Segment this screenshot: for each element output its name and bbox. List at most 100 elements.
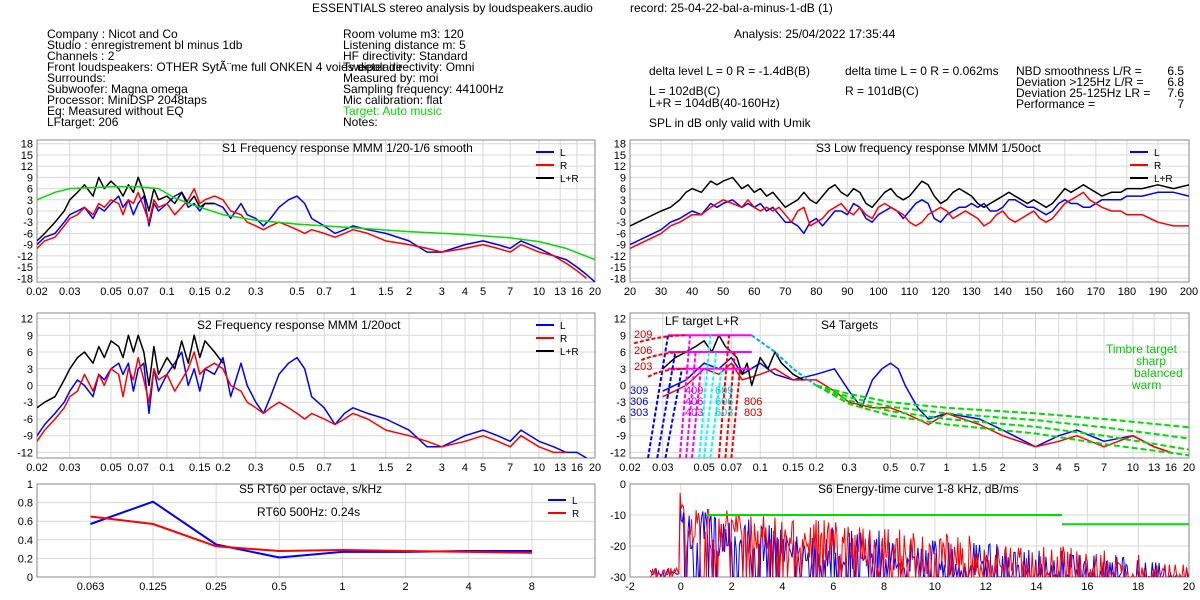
timbre-target-item: balanced [1134, 366, 1183, 380]
x-tick-label: 2 [406, 286, 412, 298]
x-tick-label: 0.07 [721, 462, 742, 474]
dev125-label: Deviation >125Hz L/R = [1016, 75, 1143, 89]
info-left-line: Front loudspeakers: OTHER SytÃ¨me full O… [47, 60, 403, 74]
x-tick-label: 7 [507, 286, 513, 298]
y-tick-label: 0.6 [18, 516, 33, 528]
lf-target-curve [633, 334, 687, 345]
report-title: ESSENTIALS stereo analysis by loudspeake… [312, 1, 593, 15]
x-tick-label: 130 [962, 286, 980, 298]
y-tick-label: -12 [17, 251, 33, 263]
target-label-red: 209 [634, 329, 652, 341]
analysis-date: Analysis: 25/04/2022 17:35:44 [734, 27, 896, 41]
series-r [37, 351, 567, 454]
x-tick-label: 20 [589, 462, 601, 474]
x-tick-label: 0.03 [59, 462, 80, 474]
y-tick-label: 6 [620, 184, 626, 196]
timbre-target-item: sharp [1136, 354, 1166, 368]
x-tick-label: 20 [1183, 462, 1195, 474]
target-label-red: 203 [634, 361, 652, 373]
x-tick-label: 0.5 [883, 462, 898, 474]
x-tick-label: 20 [1183, 581, 1195, 593]
x-tick-label: 14 [1030, 581, 1042, 593]
y-tick-label: -15 [610, 262, 626, 274]
chart-s1: 0.02 0.03 0.05 0.07 0.1 0.15 0.2 0.3 0.5 0.7 1 1.5 2… [17, 139, 601, 298]
series-r [90, 515, 532, 554]
timbre-target-curve [816, 384, 1189, 429]
y-tick-label: -30 [610, 572, 626, 584]
x-tick-label: 5 [480, 286, 486, 298]
timbre-target-title: Timbre target [1106, 342, 1178, 356]
x-tick-label: 0.063 [77, 581, 105, 593]
x-tick-label: 7 [1101, 462, 1107, 474]
x-tick-label: 10 [533, 286, 545, 298]
x-tick-label: 100 [869, 286, 887, 298]
y-tick-label: 18 [614, 139, 626, 151]
spl-note: SPL in dB only valid with Umik [649, 116, 812, 130]
nbd-value: 6.5 [1167, 64, 1184, 78]
target-label-blue: 303 [630, 407, 648, 419]
series-lr [662, 334, 804, 387]
chart-title: S3 Low frequency response MMM 1/50oct [816, 141, 1041, 155]
y-tick-label: 3 [620, 364, 626, 376]
x-tick-label: 5 [1074, 462, 1080, 474]
x-tick-label: 3 [439, 286, 445, 298]
x-tick-label: 150 [1025, 286, 1043, 298]
legend-label: L [560, 321, 566, 332]
y-tick-label: -6 [23, 414, 33, 426]
x-tick-label: 13 [554, 286, 566, 298]
y-tick-label: 3 [27, 364, 33, 376]
x-tick-label: 0.03 [652, 462, 673, 474]
timbre-target-curve [815, 384, 1189, 457]
y-tick-label: 9 [27, 172, 33, 184]
x-tick-label: 13 [554, 462, 566, 474]
x-tick-label: 1.5 [972, 462, 987, 474]
x-tick-label: 20 [624, 286, 636, 298]
x-tick-label: 1 [339, 581, 345, 593]
legend-label: L [560, 148, 566, 159]
plot-area [37, 334, 587, 458]
y-tick-label: 12 [21, 314, 33, 326]
info-mid-line: Listening distance m: 5 [343, 38, 466, 52]
dev125-value: 6.8 [1167, 75, 1184, 89]
x-tick-label: 0.5 [289, 286, 304, 298]
x-tick-label: 200 [1180, 286, 1198, 298]
y-tick-label: 0.4 [18, 535, 33, 547]
chart-title: S2 Frequency response MMM 1/20oct [197, 318, 401, 332]
x-tick-label: 0.2 [215, 286, 230, 298]
y-tick-label: 0 [27, 572, 33, 584]
legend-label: R [560, 161, 567, 172]
plot-frame [629, 312, 1190, 459]
series-lr [630, 176, 1189, 227]
target-label-magenta: 409 [685, 385, 703, 397]
x-tick-label: 180 [1118, 286, 1136, 298]
x-tick-label: 0.02 [26, 286, 47, 298]
x-tick-label: 4 [462, 286, 468, 298]
series-r [37, 187, 587, 279]
x-tick-label: 0.3 [248, 286, 263, 298]
y-tick-label: -6 [616, 414, 626, 426]
lf-target-curve [640, 351, 687, 361]
x-tick-label: 120 [931, 286, 949, 298]
x-tick-label: 8 [881, 581, 887, 593]
perf-label: Performance = [1016, 97, 1095, 111]
x-tick-label: 170 [1087, 286, 1105, 298]
x-tick-label: 0.15 [189, 462, 210, 474]
x-tick-label: 0.1 [159, 286, 174, 298]
target-label-magenta: 403 [685, 407, 703, 419]
lf-slope-red [730, 368, 742, 458]
y-tick-label: -3 [23, 217, 33, 229]
y-tick-label: -10 [610, 510, 626, 522]
target-curve [37, 185, 595, 261]
x-tick-label: 0.3 [841, 462, 856, 474]
x-tick-label: 2 [406, 462, 412, 474]
plot-frame [629, 139, 1190, 283]
y-tick-label: 3 [27, 195, 33, 207]
x-tick-label: 0.25 [205, 581, 226, 593]
y-tick-label: -20 [610, 541, 626, 553]
perf-value: 7 [1177, 97, 1184, 111]
y-tick-label: 6 [620, 347, 626, 359]
info-mid-line: Measured by: moi [343, 71, 438, 85]
x-tick-label: 0.7 [317, 286, 332, 298]
x-tick-label: 0.07 [127, 462, 148, 474]
